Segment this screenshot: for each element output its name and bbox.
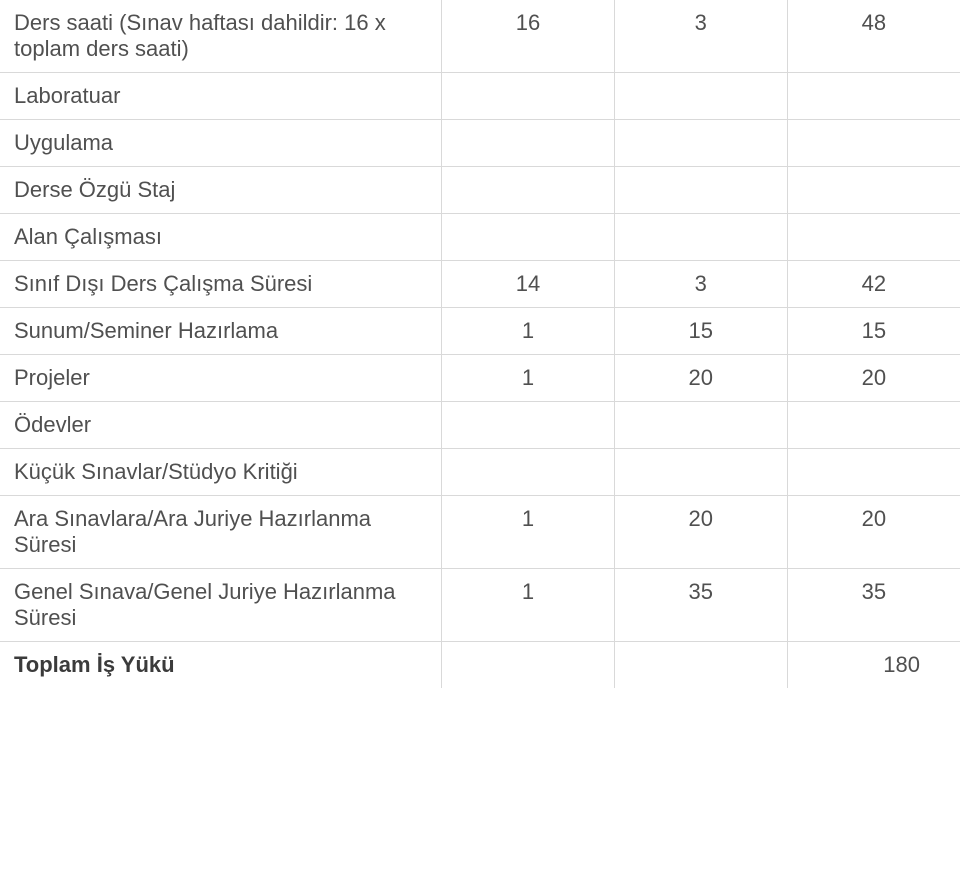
row-label: Ders saati (Sınav haftası dahildir: 16 x… xyxy=(0,0,442,73)
cell-value: 20 xyxy=(689,365,713,391)
row-col2 xyxy=(614,449,787,496)
row-col2: 20 xyxy=(614,496,787,569)
table-row: Derse Özgü Staj xyxy=(0,167,960,214)
row-col3: 20 xyxy=(787,355,960,402)
cell-value: 15 xyxy=(862,318,886,344)
table-row: Uygulama xyxy=(0,120,960,167)
cell-value: 35 xyxy=(862,579,886,605)
cell-value: 20 xyxy=(862,506,886,532)
row-label: Projeler xyxy=(0,355,442,402)
row-col3 xyxy=(787,167,960,214)
row-col3 xyxy=(787,214,960,261)
table-row: Genel Sınava/Genel Juriye Hazırlanma Sür… xyxy=(0,569,960,642)
row-col2: 20 xyxy=(614,355,787,402)
row-col3: 35 xyxy=(787,569,960,642)
row-label: Genel Sınava/Genel Juriye Hazırlanma Sür… xyxy=(0,569,442,642)
table-row: Alan Çalışması xyxy=(0,214,960,261)
row-label: Uygulama xyxy=(0,120,442,167)
row-col1: 14 xyxy=(442,261,615,308)
row-col3: 20 xyxy=(787,496,960,569)
row-label: Ara Sınavlara/Ara Juriye Hazırlanma Süre… xyxy=(0,496,442,569)
table-row: Küçük Sınavlar/Stüdyo Kritiği xyxy=(0,449,960,496)
row-label: Sunum/Seminer Hazırlama xyxy=(0,308,442,355)
row-col2 xyxy=(614,167,787,214)
workload-table-body: Ders saati (Sınav haftası dahildir: 16 x… xyxy=(0,0,960,688)
row-col3: 48 xyxy=(787,0,960,73)
cell-value: 1 xyxy=(522,506,534,532)
row-col2 xyxy=(614,73,787,120)
table-row: Projeler 1 20 20 xyxy=(0,355,960,402)
cell-value: 3 xyxy=(695,10,707,36)
cell-value: 1 xyxy=(522,318,534,344)
row-col1 xyxy=(442,120,615,167)
cell-value: 14 xyxy=(516,271,540,297)
cell-value: 20 xyxy=(689,506,713,532)
row-label: Sınıf Dışı Ders Çalışma Süresi xyxy=(0,261,442,308)
cell-value: 35 xyxy=(689,579,713,605)
row-col3 xyxy=(787,120,960,167)
row-col2: 3 xyxy=(614,261,787,308)
row-col3 xyxy=(787,449,960,496)
cell-value: 1 xyxy=(522,365,534,391)
total-value: 180 xyxy=(787,642,960,689)
row-col3 xyxy=(787,402,960,449)
table-row: Ara Sınavlara/Ara Juriye Hazırlanma Süre… xyxy=(0,496,960,569)
total-empty1 xyxy=(442,642,615,689)
cell-value: 180 xyxy=(883,652,920,678)
row-col1: 1 xyxy=(442,355,615,402)
row-label: Ödevler xyxy=(0,402,442,449)
table-total-row: Toplam İş Yükü 180 xyxy=(0,642,960,689)
row-col3 xyxy=(787,73,960,120)
table-row: Laboratuar xyxy=(0,73,960,120)
workload-table: Ders saati (Sınav haftası dahildir: 16 x… xyxy=(0,0,960,688)
row-col2: 3 xyxy=(614,0,787,73)
row-col2 xyxy=(614,120,787,167)
row-col1 xyxy=(442,167,615,214)
table-row: Sınıf Dışı Ders Çalışma Süresi 14 3 42 xyxy=(0,261,960,308)
cell-value: 42 xyxy=(862,271,886,297)
row-label: Küçük Sınavlar/Stüdyo Kritiği xyxy=(0,449,442,496)
table-row: Ders saati (Sınav haftası dahildir: 16 x… xyxy=(0,0,960,73)
row-col1: 16 xyxy=(442,0,615,73)
row-col1: 1 xyxy=(442,496,615,569)
total-empty2 xyxy=(614,642,787,689)
row-col1: 1 xyxy=(442,569,615,642)
cell-value: 20 xyxy=(862,365,886,391)
workload-table-page: Ders saati (Sınav haftası dahildir: 16 x… xyxy=(0,0,960,688)
cell-value: 1 xyxy=(522,579,534,605)
row-col2: 35 xyxy=(614,569,787,642)
cell-value: 3 xyxy=(695,271,707,297)
table-row: Sunum/Seminer Hazırlama 1 15 15 xyxy=(0,308,960,355)
row-col2 xyxy=(614,214,787,261)
total-label: Toplam İş Yükü xyxy=(0,642,442,689)
row-col2 xyxy=(614,402,787,449)
row-col1: 1 xyxy=(442,308,615,355)
row-col3: 42 xyxy=(787,261,960,308)
row-col1 xyxy=(442,449,615,496)
row-col1 xyxy=(442,214,615,261)
row-label: Laboratuar xyxy=(0,73,442,120)
cell-value: 16 xyxy=(516,10,540,36)
cell-value: 48 xyxy=(862,10,886,36)
row-col1 xyxy=(442,402,615,449)
row-col3: 15 xyxy=(787,308,960,355)
row-col2: 15 xyxy=(614,308,787,355)
row-label: Derse Özgü Staj xyxy=(0,167,442,214)
row-col1 xyxy=(442,73,615,120)
row-label: Alan Çalışması xyxy=(0,214,442,261)
table-row: Ödevler xyxy=(0,402,960,449)
cell-value: 15 xyxy=(689,318,713,344)
